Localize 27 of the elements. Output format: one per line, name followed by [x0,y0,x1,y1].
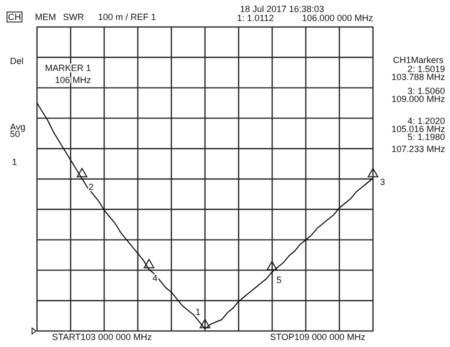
annotation: 4 [152,273,158,283]
text: 50 [10,129,20,139]
text: 105.016 MHz [391,124,446,134]
text: 106.000 000 MHz [302,13,374,23]
text: START103 000 000 MHz [52,332,152,342]
text: 4: 1.2020 [407,116,445,126]
annotation: 2 [88,182,94,192]
text: MEM [35,12,56,22]
text: 5: 1.1980 [407,132,445,142]
text: 18 Jul 2017 16:38:03 [240,4,324,14]
text: 109.000 MHz [391,94,446,104]
text: 107.233 MHz [391,144,446,154]
text: 103.788 MHz [391,72,446,82]
text: Avg [10,122,26,132]
text: Del [10,56,24,66]
text: STOP109 000 000 MHz [270,332,366,342]
annotation: 5 [276,275,282,285]
text: 100 m / REF 1 [98,12,156,22]
text: 106 MHz [55,75,92,85]
text: 3: 1.5060 [407,86,445,96]
text: 1 [12,157,18,167]
text: CH1Markers [393,55,444,65]
annotation: 1 [195,307,201,317]
text: 2: 1.5019 [407,64,445,74]
text: 1: 1.0112 [237,13,274,23]
text: SWR [63,12,84,22]
text: 3 [380,177,386,187]
